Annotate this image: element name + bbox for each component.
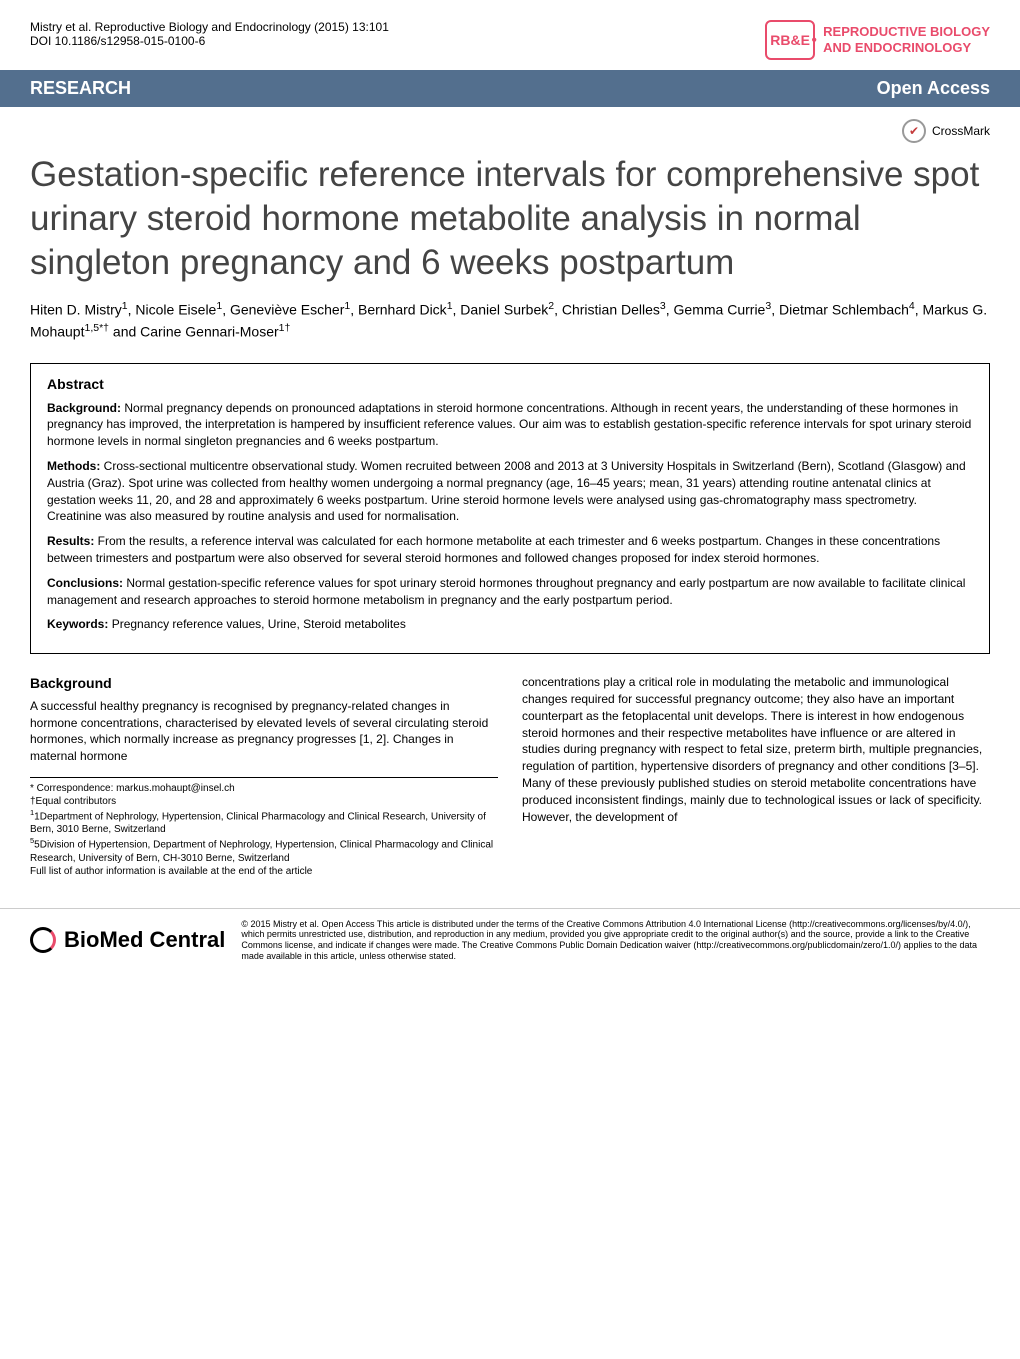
open-access-label: Open Access — [877, 78, 990, 99]
affiliation-1-text: 1Department of Nephrology, Hypertension,… — [30, 811, 486, 835]
research-label: RESEARCH — [30, 78, 131, 99]
abstract-keywords-label: Keywords: — [47, 617, 108, 631]
affiliation-1: 11Department of Nephrology, Hypertension… — [30, 808, 498, 836]
citation: Mistry et al. Reproductive Biology and E… — [30, 20, 765, 34]
abstract-background: Background: Normal pregnancy depends on … — [47, 400, 973, 450]
abstract-results: Results: From the results, a reference i… — [47, 533, 973, 567]
abstract-methods-text: Cross-sectional multicentre observationa… — [47, 459, 966, 523]
journal-name-line2: AND ENDOCRINOLOGY — [823, 40, 990, 56]
journal-logo: RB&E REPRODUCTIVE BIOLOGY AND ENDOCRINOL… — [765, 20, 990, 60]
abstract-conclusions: Conclusions: Normal gestation-specific r… — [47, 575, 973, 609]
left-column: Background A successful healthy pregnanc… — [30, 674, 498, 877]
affiliation-5-text: 5Division of Hypertension, Department of… — [30, 840, 493, 864]
body-columns: Background A successful healthy pregnanc… — [0, 674, 1020, 897]
correspondence: * Correspondence: markus.mohaupt@insel.c… — [30, 782, 498, 795]
abstract-background-text: Normal pregnancy depends on pronounced a… — [47, 401, 971, 449]
abstract-conclusions-label: Conclusions: — [47, 576, 123, 590]
journal-name: REPRODUCTIVE BIOLOGY AND ENDOCRINOLOGY — [823, 24, 990, 55]
abstract-box: Abstract Background: Normal pregnancy de… — [30, 363, 990, 655]
abstract-results-text: From the results, a reference interval w… — [47, 534, 940, 565]
article-title: Gestation-specific reference intervals f… — [0, 143, 1020, 299]
abstract-background-label: Background: — [47, 401, 121, 415]
equal-contributors: †Equal contributors — [30, 795, 498, 808]
crossmark-icon: ✔ — [902, 119, 926, 143]
crossmark-label: CrossMark — [932, 124, 990, 138]
biomedcentral-logo: BioMed Central — [30, 927, 225, 953]
background-paragraph-right: concentrations play a critical role in m… — [522, 674, 990, 825]
journal-name-line1: REPRODUCTIVE BIOLOGY — [823, 24, 990, 40]
footnotes: * Correspondence: markus.mohaupt@insel.c… — [30, 777, 498, 878]
background-heading: Background — [30, 674, 498, 694]
crossmark-badge[interactable]: ✔ CrossMark — [902, 119, 990, 143]
abstract-conclusions-text: Normal gestation-specific reference valu… — [47, 576, 965, 607]
affiliation-5: 55Division of Hypertension, Department o… — [30, 836, 498, 864]
license-text: © 2015 Mistry et al. Open Access This ar… — [241, 919, 990, 962]
authors-list: Hiten D. Mistry1, Nicole Eisele1, Genevi… — [0, 299, 1020, 362]
abstract-keywords: Keywords: Pregnancy reference values, Ur… — [47, 616, 973, 633]
journal-logo-abbr: RB&E — [765, 20, 815, 60]
abstract-methods: Methods: Cross-sectional multicentre obs… — [47, 458, 973, 525]
doi: DOI 10.1186/s12958-015-0100-6 — [30, 34, 765, 48]
full-author-info: Full list of author information is avail… — [30, 865, 498, 878]
citation-block: Mistry et al. Reproductive Biology and E… — [30, 20, 765, 48]
header-meta: Mistry et al. Reproductive Biology and E… — [0, 0, 1020, 70]
footer: BioMed Central © 2015 Mistry et al. Open… — [0, 908, 1020, 982]
right-column: concentrations play a critical role in m… — [522, 674, 990, 877]
abstract-methods-label: Methods: — [47, 459, 100, 473]
bmc-icon — [30, 927, 56, 953]
bmc-label: BioMed Central — [64, 927, 225, 953]
abstract-heading: Abstract — [47, 376, 973, 392]
abstract-keywords-text: Pregnancy reference values, Urine, Stero… — [108, 617, 406, 631]
background-paragraph-left: A successful healthy pregnancy is recogn… — [30, 698, 498, 765]
research-bar: RESEARCH Open Access — [0, 70, 1020, 107]
abstract-results-label: Results: — [47, 534, 94, 548]
